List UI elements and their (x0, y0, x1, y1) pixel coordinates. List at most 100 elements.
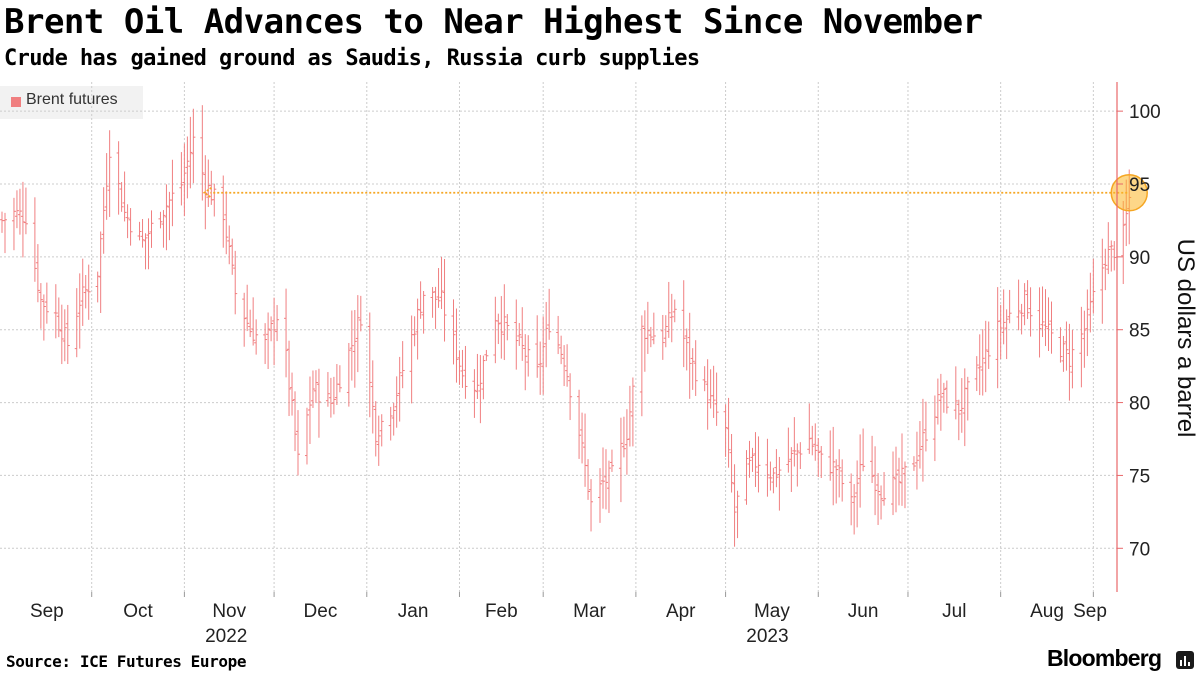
ohlc-bar (726, 397, 731, 468)
ohlc-bar (0, 211, 4, 233)
ohlc-bar (723, 404, 728, 457)
ohlc-bar (391, 402, 396, 436)
ohlc-bar (128, 208, 133, 246)
ohlc-bar (962, 368, 967, 447)
ohlc-bar (520, 307, 525, 361)
ohlc-bar (355, 295, 360, 373)
ohlc-bar (418, 281, 423, 319)
ohlc-bar (526, 335, 531, 377)
ohlc-bar (786, 427, 791, 473)
ohlc-bar (307, 376, 312, 444)
ohlc-bar (35, 244, 40, 303)
ohlc-bar (475, 353, 480, 399)
ohlc-bars (0, 105, 1132, 547)
ohlc-bar (1088, 272, 1093, 333)
ohlc-bar (897, 457, 901, 506)
ohlc-bar (457, 350, 462, 385)
ohlc-bar (101, 187, 106, 254)
ohlc-bar (899, 433, 904, 506)
ohlc-bar (316, 368, 321, 438)
ohlc-bar (224, 191, 229, 255)
ohlc-bar (499, 296, 504, 359)
ohlc-bar (116, 141, 121, 215)
ohlc-bar (663, 315, 668, 348)
ohlc-bar (460, 349, 465, 388)
ohlc-bar (227, 225, 232, 265)
ohlc-bar (143, 233, 148, 270)
ohlc-bar (729, 433, 734, 493)
ohlc-bar (559, 335, 564, 365)
ohlc-bar (149, 210, 154, 248)
ohlc-bar (586, 459, 591, 500)
ohlc-bar (248, 309, 253, 338)
ohlc-bar (711, 365, 716, 418)
x-axis: Sep Oct Nov Dec Jan Feb Mar Apr May Jun Jul Aug Sep 2… (30, 592, 1107, 647)
x-tick-label: Mar (573, 601, 606, 622)
y-tick-label: 70 (1129, 539, 1150, 560)
ohlc-bar (621, 416, 626, 458)
ohlc-bar (819, 446, 824, 479)
ohlc-bar (891, 451, 896, 516)
x-tick-label: Nov (212, 601, 246, 622)
ohlc-bar (77, 273, 82, 349)
ohlc-bar (669, 293, 674, 343)
ohlc-bar (179, 152, 184, 206)
y-tick-label: 75 (1129, 466, 1150, 487)
ohlc-bar (920, 398, 925, 482)
ohlc-bar (397, 356, 402, 422)
ohlc-bar (38, 283, 43, 329)
x-year-label: 2022 (205, 626, 247, 647)
ohlc-bar (373, 401, 378, 457)
ohlc-bar (388, 406, 393, 441)
ohlc-bar (1067, 323, 1072, 401)
ohlc-bar (484, 349, 489, 361)
ohlc-bar (1070, 329, 1075, 389)
ohlc-bar (798, 442, 803, 470)
x-tick-label: May (754, 601, 790, 622)
ohlc-bar (705, 359, 710, 430)
y-tick-label: 95 (1129, 175, 1150, 196)
ohlc-bar (167, 191, 172, 241)
ohlc-bar (873, 446, 878, 516)
ohlc-bar (1025, 280, 1030, 320)
ohlc-bar (358, 295, 363, 332)
ohlc-bar (935, 378, 940, 425)
ohlc-bar (293, 391, 298, 452)
ohlc-bar (59, 304, 64, 365)
ohlc-bar (642, 310, 647, 372)
highlight-overlay (202, 173, 1148, 212)
x-tick-label: Oct (123, 601, 153, 622)
ohlc-bar (328, 377, 333, 418)
ohlc-bar (221, 175, 226, 248)
x-tick-label: Feb (485, 601, 518, 622)
ohlc-bar (1061, 335, 1066, 372)
ohlc-bar (11, 197, 16, 251)
ohlc-bar (161, 210, 166, 248)
ohlc-bar (756, 436, 761, 493)
ohlc-bar (242, 292, 247, 347)
ohlc-bar (206, 159, 211, 207)
legend-label: Brent futures (26, 91, 118, 108)
ohlc-bar (882, 472, 887, 506)
ohlc-bar (568, 373, 573, 421)
ohlc-bar (290, 372, 295, 416)
ohlc-bar (337, 365, 342, 393)
ohlc-bar (74, 288, 79, 358)
ohlc-bar (367, 312, 372, 418)
ohlc-bar (107, 130, 112, 217)
ohlc-bar (681, 280, 686, 368)
ohlc-bar (774, 449, 779, 488)
ohlc-bar (412, 316, 417, 347)
ohlc-bar (603, 449, 608, 510)
y-tick-label: 90 (1129, 248, 1150, 269)
ohlc-bar (840, 459, 845, 502)
ohlc-bar (254, 319, 259, 355)
ohlc-bar (313, 370, 318, 404)
ohlc-bar (1058, 327, 1063, 363)
ohlc-bar (125, 204, 130, 239)
ohlc-bar (1001, 289, 1006, 345)
source-note: Source: ICE Futures Europe (6, 652, 247, 671)
x-tick-label: Sep (30, 601, 64, 622)
ohlc-bar (870, 435, 875, 484)
ohlc-bar (855, 460, 860, 528)
